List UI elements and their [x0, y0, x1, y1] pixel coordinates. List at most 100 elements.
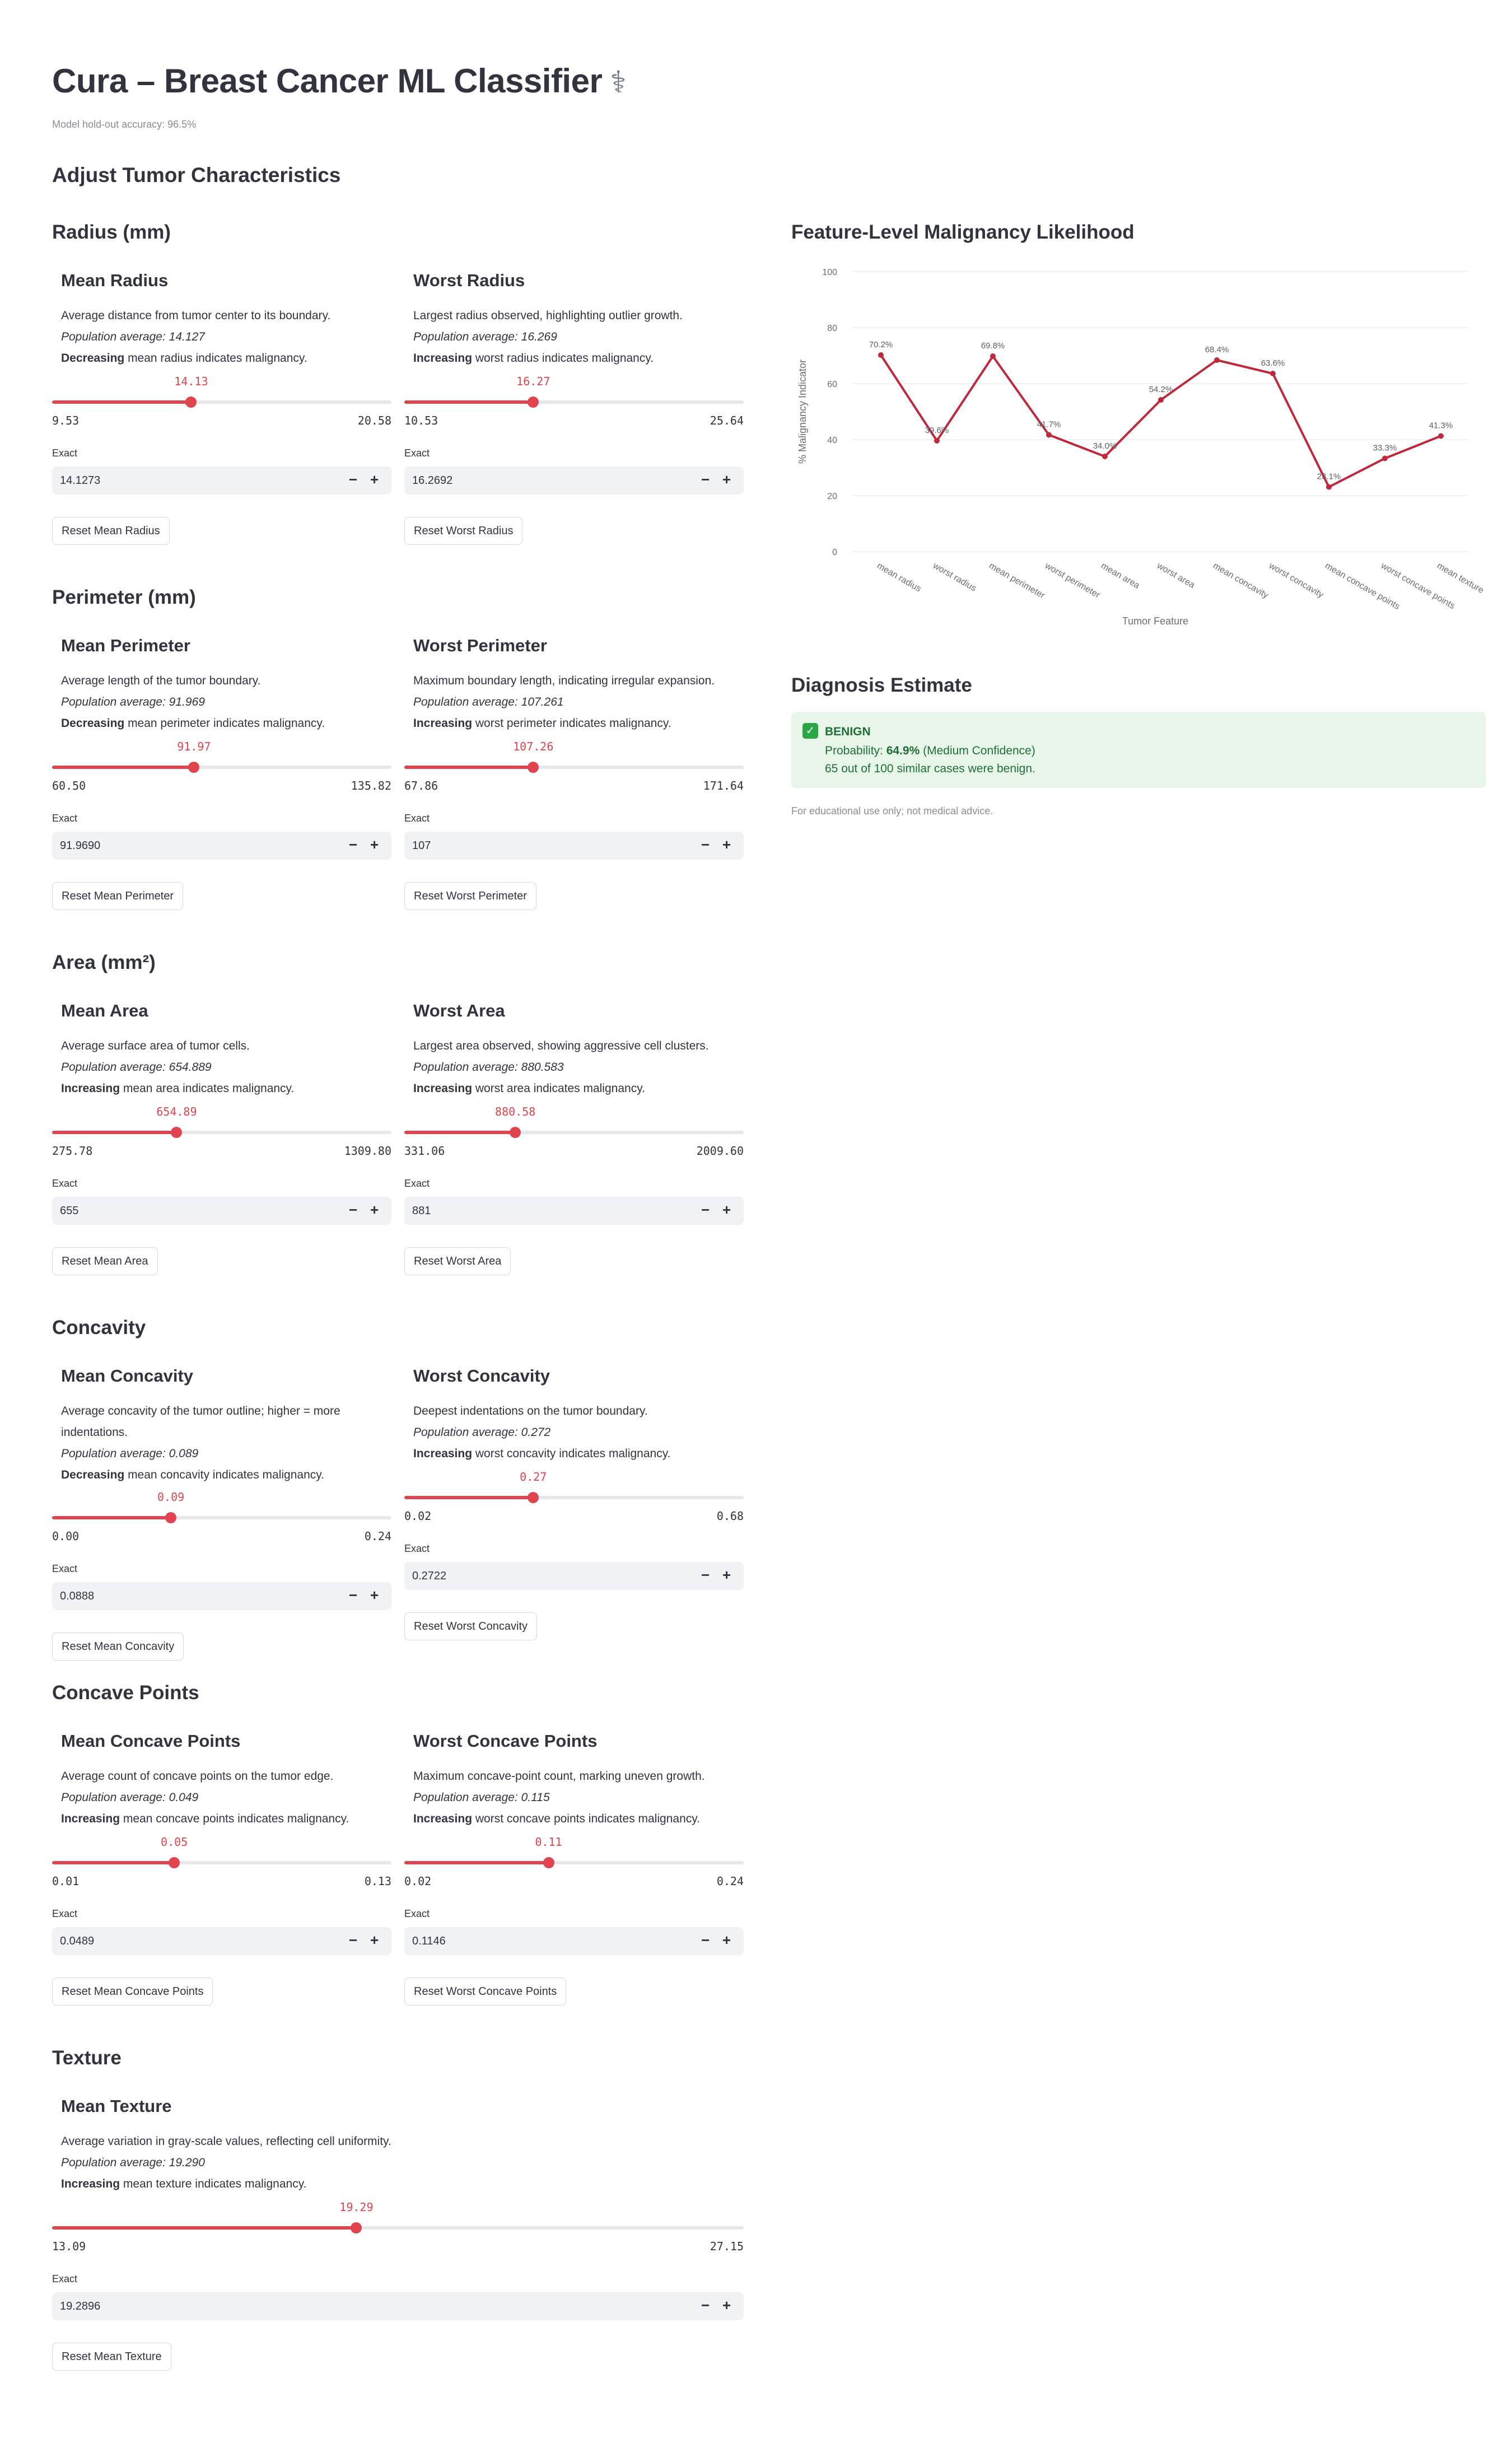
reset-button-worst-concave-points[interactable]: Reset Worst Concave Points [404, 1978, 567, 2006]
reset-button-worst-area[interactable]: Reset Worst Area [404, 1247, 511, 1275]
decrement-button[interactable]: − [701, 2297, 710, 2314]
data-label: 69.8% [981, 341, 1005, 351]
slider-worst-area[interactable]: 880.58 [404, 1105, 744, 1138]
slider-min: 9.53 [52, 414, 80, 427]
exact-value[interactable]: 655 [60, 1205, 79, 1217]
slider-mean-area[interactable]: 654.89 [52, 1105, 391, 1138]
slider-thumb[interactable] [185, 397, 197, 408]
slider-mean-concave-points[interactable]: 0.05 [52, 1835, 391, 1868]
decrement-button[interactable]: − [701, 1201, 710, 1218]
increment-button[interactable]: + [370, 1201, 379, 1218]
increment-button[interactable]: + [722, 836, 731, 853]
decrement-button[interactable]: − [701, 1566, 710, 1583]
slider-thumb[interactable] [528, 762, 539, 773]
slider-thumb[interactable] [188, 762, 200, 773]
exact-input-worst-radius[interactable]: 16.2692 − + [404, 467, 744, 495]
data-point[interactable] [1046, 432, 1052, 438]
data-point[interactable] [990, 353, 996, 359]
exact-value[interactable]: 107 [412, 840, 431, 852]
decrement-button[interactable]: − [349, 1201, 358, 1218]
exact-value[interactable]: 19.2896 [60, 2300, 101, 2312]
slider-mean-concavity[interactable]: 0.09 [52, 1490, 391, 1523]
diagnosis-probability: Probability: 64.9% (Medium Confidence) [825, 744, 1035, 757]
data-point[interactable] [878, 352, 884, 358]
exact-input-worst-concave-points[interactable]: 0.1146 − + [404, 1927, 744, 1955]
exact-input-mean-perimeter[interactable]: 91.9690 − + [52, 832, 391, 860]
increment-button[interactable]: + [722, 2297, 731, 2314]
data-point[interactable] [1326, 484, 1332, 490]
data-label: 54.2% [1149, 385, 1173, 394]
data-point[interactable] [1382, 455, 1388, 461]
reset-button-mean-perimeter[interactable]: Reset Mean Perimeter [52, 882, 184, 910]
exact-input-worst-area[interactable]: 881 − + [404, 1197, 744, 1225]
x-tick-label: worst radius [931, 561, 978, 593]
slider-value: 0.11 [535, 1835, 562, 1849]
decrement-button[interactable]: − [701, 1932, 710, 1948]
slider-thumb[interactable] [169, 1857, 180, 1868]
data-point[interactable] [1214, 357, 1220, 363]
reset-button-mean-radius[interactable]: Reset Mean Radius [52, 517, 170, 545]
reset-button-mean-concave-points[interactable]: Reset Mean Concave Points [52, 1978, 213, 2006]
exact-value[interactable]: 0.2722 [412, 1570, 447, 1582]
reset-button-worst-radius[interactable]: Reset Worst Radius [404, 517, 523, 545]
exact-input-mean-concavity[interactable]: 0.0888 − + [52, 1582, 391, 1610]
data-point[interactable] [934, 438, 940, 444]
slider-mean-texture[interactable]: 19.29 [52, 2200, 744, 2233]
decrement-button[interactable]: − [349, 471, 358, 488]
increment-button[interactable]: + [722, 471, 731, 488]
slider-thumb[interactable] [351, 2222, 362, 2233]
feature-description-worst-perimeter: Maximum boundary length, indicating irre… [413, 674, 715, 730]
slider-max: 25.64 [710, 414, 744, 427]
exact-value[interactable]: 881 [412, 1205, 431, 1217]
exact-value[interactable]: 16.2692 [412, 474, 453, 487]
reset-button-mean-area[interactable]: Reset Mean Area [52, 1247, 158, 1275]
decrement-button[interactable]: − [701, 836, 710, 853]
increment-button[interactable]: + [722, 1201, 731, 1218]
data-point[interactable] [1158, 397, 1164, 403]
exact-input-worst-perimeter[interactable]: 107 − + [404, 832, 744, 860]
increment-button[interactable]: + [370, 836, 379, 853]
decrement-button[interactable]: − [349, 836, 358, 853]
slider-thumb[interactable] [171, 1127, 183, 1138]
exact-value[interactable]: 14.1273 [60, 474, 101, 487]
increment-button[interactable]: + [370, 1932, 379, 1948]
slider-max: 27.15 [710, 2240, 744, 2253]
exact-input-mean-texture[interactable]: 19.2896 − + [52, 2292, 744, 2320]
increment-button[interactable]: + [722, 1566, 731, 1583]
slider-max: 135.82 [351, 779, 391, 792]
decrement-button[interactable]: − [349, 1587, 358, 1603]
slider-mean-perimeter[interactable]: 91.97 [52, 740, 391, 773]
increment-button[interactable]: + [370, 1587, 379, 1603]
reset-button-mean-concavity[interactable]: Reset Mean Concavity [52, 1633, 184, 1661]
slider-thumb[interactable] [510, 1127, 521, 1138]
slider-fill [52, 400, 192, 404]
slider-worst-concave-points[interactable]: 0.11 [404, 1835, 744, 1868]
slider-thumb[interactable] [528, 1492, 539, 1503]
reset-button-worst-perimeter[interactable]: Reset Worst Perimeter [404, 882, 536, 910]
slider-worst-perimeter[interactable]: 107.26 [404, 740, 744, 773]
increment-button[interactable]: + [722, 1932, 731, 1948]
decrement-button[interactable]: − [349, 1932, 358, 1948]
slider-thumb[interactable] [543, 1857, 554, 1868]
decrement-button[interactable]: − [701, 471, 710, 488]
exact-value[interactable]: 0.0888 [60, 1590, 95, 1602]
exact-input-mean-concave-points[interactable]: 0.0489 − + [52, 1927, 391, 1955]
slider-thumb[interactable] [528, 397, 539, 408]
data-point[interactable] [1438, 433, 1444, 439]
data-point[interactable] [1270, 371, 1276, 376]
reset-button-worst-concavity[interactable]: Reset Worst Concavity [404, 1612, 538, 1640]
exact-value[interactable]: 0.0489 [60, 1935, 95, 1947]
slider-thumb[interactable] [165, 1512, 177, 1523]
slider-worst-concavity[interactable]: 0.27 [404, 1470, 744, 1503]
data-point[interactable] [1102, 454, 1108, 459]
exact-input-mean-area[interactable]: 655 − + [52, 1197, 391, 1225]
exact-value[interactable]: 0.1146 [412, 1935, 446, 1947]
slider-mean-radius[interactable]: 14.13 [52, 375, 391, 408]
exact-input-mean-radius[interactable]: 14.1273 − + [52, 467, 391, 495]
exact-input-worst-concavity[interactable]: 0.2722 − + [404, 1562, 744, 1590]
exact-value[interactable]: 91.9690 [60, 840, 101, 852]
malignancy-line-chart: 0 20 40 60 80 100 mean radius worst radius mean… [797, 268, 1485, 627]
reset-button-mean-texture[interactable]: Reset Mean Texture [52, 2343, 171, 2371]
increment-button[interactable]: + [370, 471, 379, 488]
slider-worst-radius[interactable]: 16.27 [404, 375, 744, 408]
